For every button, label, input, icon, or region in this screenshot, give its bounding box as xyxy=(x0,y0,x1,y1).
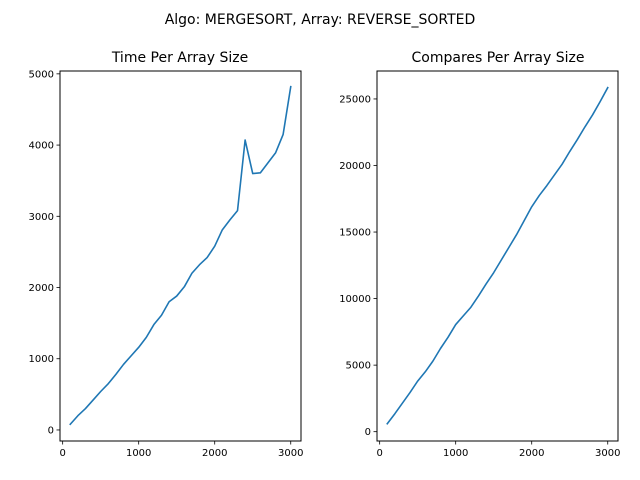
left-chart-x-tick-label: 2000 xyxy=(202,448,227,459)
left-chart-ticks: 0 1000 2000 3000 0 1000 2000 3000 4000 5000 xyxy=(29,69,304,459)
right-chart-panel: Compares Per Array Size 0 1000 2000 3000 0 50… xyxy=(339,50,620,459)
left-chart-x-tick-label: 1000 xyxy=(126,448,151,459)
left-chart-title: Time Per Array Size xyxy=(111,50,248,66)
left-chart-y-tick-label: 2000 xyxy=(29,283,54,294)
left-chart-y-tick-label: 3000 xyxy=(29,212,54,223)
left-chart-y-tick-label: 1000 xyxy=(29,354,54,365)
right-chart-y-tick-label: 10000 xyxy=(339,294,371,305)
left-chart-x-tick-label: 0 xyxy=(59,448,65,459)
right-chart-series-line xyxy=(386,86,609,425)
left-chart-y-tick-label: 4000 xyxy=(29,141,54,152)
right-chart-y-tick-label: 0 xyxy=(365,427,371,438)
figure-suptitle: Algo: MERGESORT, Array: REVERSE_SORTED xyxy=(165,12,476,28)
right-chart-y-tick-label: 25000 xyxy=(339,94,371,105)
right-chart-x-tick-label: 2000 xyxy=(519,448,544,459)
right-chart-title: Compares Per Array Size xyxy=(412,50,585,66)
right-chart-x-tick-label: 1000 xyxy=(443,448,468,459)
right-chart-y-tick-label: 15000 xyxy=(339,228,371,239)
left-chart-y-tick-label: 5000 xyxy=(29,69,54,80)
right-chart-y-tick-label: 5000 xyxy=(346,361,371,372)
left-chart-plot-area xyxy=(69,85,292,426)
right-chart-ticks: 0 1000 2000 3000 0 5000 10000 15000 20000 25000 xyxy=(339,94,620,459)
right-chart-axes-frame xyxy=(376,70,619,442)
right-chart-plot-area xyxy=(386,86,609,425)
left-chart-x-tick-label: 3000 xyxy=(278,448,303,459)
left-chart-series-line xyxy=(69,85,292,426)
right-chart-y-tick-label: 20000 xyxy=(339,161,371,172)
left-chart-y-tick-label: 0 xyxy=(48,425,54,436)
right-chart-x-tick-label: 0 xyxy=(376,448,382,459)
left-chart-panel: Time Per Array Size 0 1000 2000 3000 0 1000 20… xyxy=(29,50,304,459)
left-chart-axes-frame xyxy=(59,70,302,442)
right-chart-x-tick-label: 3000 xyxy=(595,448,620,459)
